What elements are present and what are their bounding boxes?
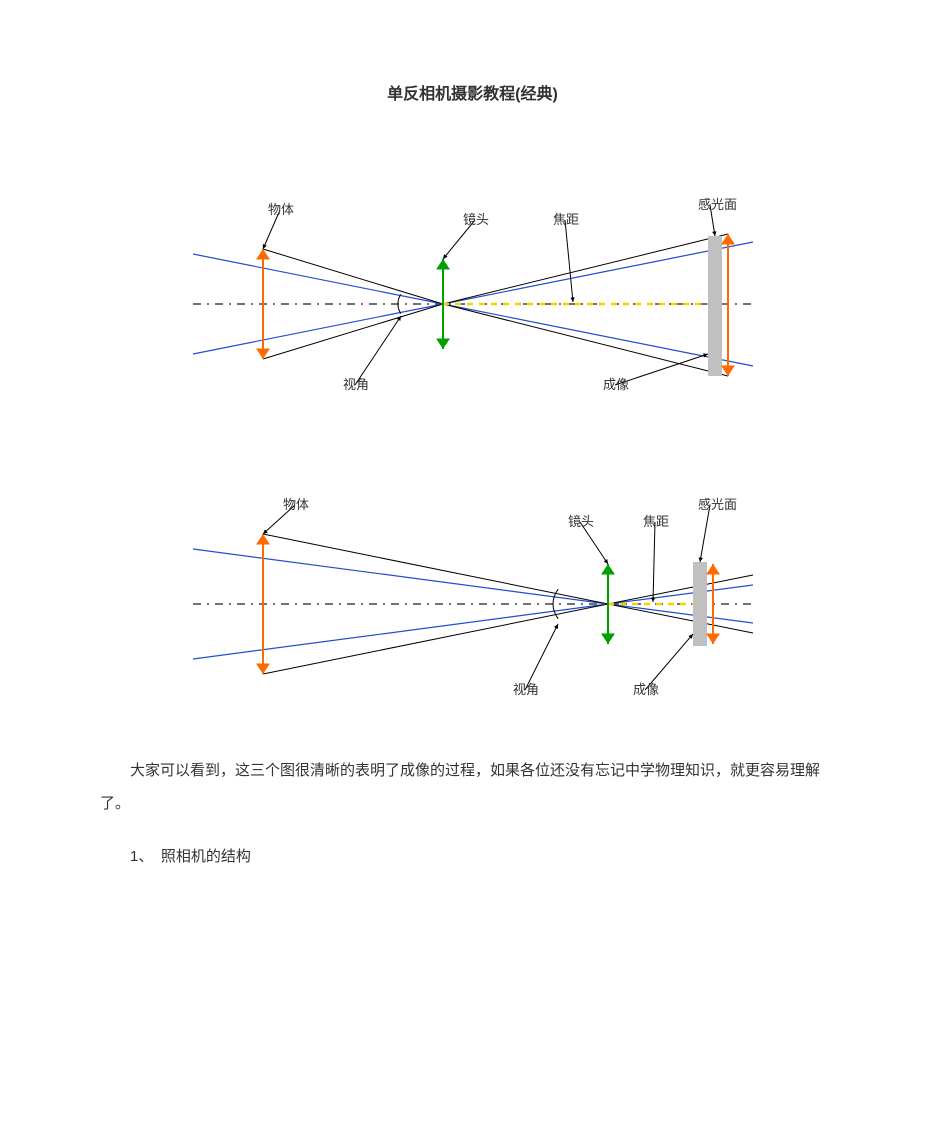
svg-text:焦距: 焦距 — [553, 212, 579, 227]
svg-text:物体: 物体 — [283, 497, 309, 512]
diagram-2-wrap: 物体镜头 焦距 感光面视角 成像 — [100, 454, 845, 714]
svg-text:感光面: 感光面 — [698, 197, 737, 212]
document-page: 单反相机摄影教程(经典) 物体镜头焦距感光面视角成像 物体镜头焦距感光面视角成像… — [0, 0, 945, 1123]
svg-text:焦距: 焦距 — [643, 514, 669, 529]
body-paragraph: 大家可以看到，这三个图很清晰的表明了成像的过程，如果各位还没有忘记中学物理知识，… — [100, 754, 845, 820]
svg-text:视角: 视角 — [513, 682, 539, 697]
svg-text:成像: 成像 — [633, 682, 659, 697]
section-heading: 1、 照相机的结构 — [100, 840, 845, 873]
svg-text:感光面: 感光面 — [698, 497, 737, 512]
svg-text:物体: 物体 — [268, 202, 294, 217]
page-title: 单反相机摄影教程(经典) — [100, 80, 845, 104]
svg-text:视角: 视角 — [343, 377, 369, 392]
diagram-1-wrap: 物体镜头 焦距 感光面视角 成像 — [100, 154, 845, 414]
svg-text:镜头: 镜头 — [568, 514, 594, 529]
optics-diagram-1: 物体镜头 焦距 感光面视角 成像 — [153, 154, 793, 414]
svg-text:成像: 成像 — [603, 377, 629, 392]
svg-text:镜头: 镜头 — [463, 212, 489, 227]
optics-diagram-2: 物体镜头 焦距 感光面视角 成像 — [153, 454, 793, 714]
